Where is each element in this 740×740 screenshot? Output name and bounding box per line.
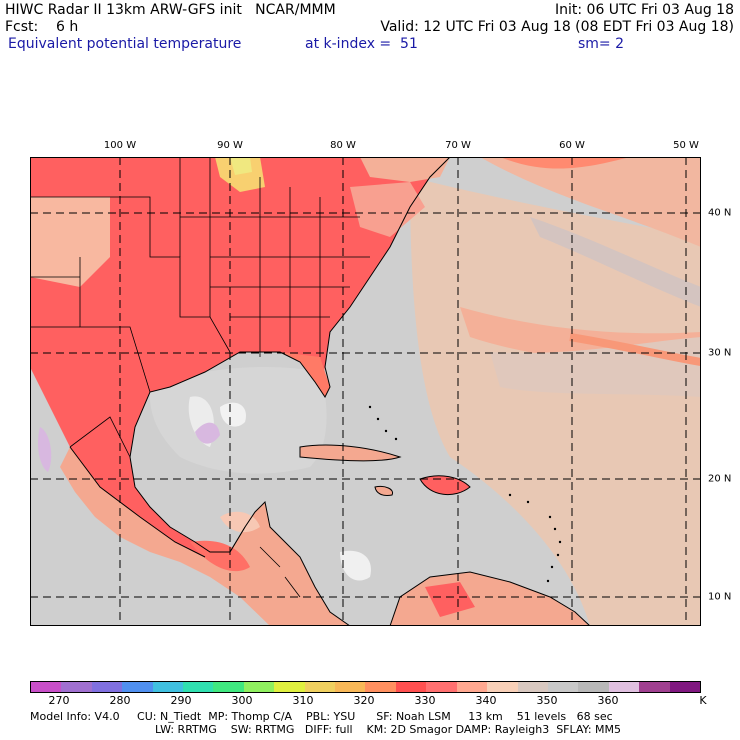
lat-lon-grid	[30, 157, 701, 626]
colorbar-tick-310: 310	[292, 694, 314, 707]
mid-atlantic-light	[350, 182, 425, 237]
colorbar-swatch-8	[274, 682, 305, 692]
valid-time: Valid: 12 UTC Fri 03 Aug 18 (08 EDT Fri …	[380, 19, 734, 35]
upper-midwest-yellow	[215, 157, 265, 192]
colorbar-swatch-10	[335, 682, 366, 692]
gulf-lavender-patch	[195, 422, 220, 444]
colorbar-tick-300: 300	[231, 694, 253, 707]
colorbar-swatch-4	[152, 682, 184, 692]
lat-label-10n: 10 N	[708, 591, 732, 603]
colorbar-tick-270: 270	[48, 694, 70, 707]
lon-label-90w: 90 W	[217, 140, 243, 151]
colorbar-tick-360: 360	[597, 694, 619, 707]
map-frame	[30, 157, 701, 626]
lon-label-70w: 70 W	[445, 140, 471, 151]
western-us-light	[30, 197, 110, 287]
atlantic-warm-streak	[500, 157, 630, 169]
venezuela-warm	[425, 582, 475, 617]
colorbar-swatch-20	[639, 682, 670, 692]
model-info-line2: LW: RRTMG SW: RRTMG DIFF: full KM: 2D Sm…	[155, 723, 621, 736]
coastlines	[69, 157, 591, 626]
colorbar-tick-320: 320	[353, 694, 375, 707]
lat-label-30n: 30 N	[708, 347, 732, 359]
gulf-light-patch	[220, 402, 246, 427]
colorbar-swatch-13	[426, 682, 457, 692]
atlantic-swirl	[530, 217, 701, 307]
colorbar-swatch-0	[31, 682, 62, 692]
theta-e-map	[30, 157, 701, 626]
political-borders	[30, 157, 370, 598]
colorbar	[30, 681, 701, 693]
colorbar-swatch-15	[487, 682, 518, 692]
lon-label-100w: 100 W	[103, 140, 137, 151]
atlantic-warm-line	[569, 333, 701, 366]
upper-midwest-yellow-2	[230, 157, 252, 175]
atlantic-north-peach	[480, 157, 701, 247]
colorbar-swatch-16	[517, 682, 548, 692]
colorbar-swatch-18	[578, 682, 609, 692]
lat-label-40n: 40 N	[708, 207, 732, 219]
colorbar-tick-330: 330	[414, 694, 436, 707]
colorbar-swatch-21	[669, 682, 700, 692]
init-time: Init: 06 UTC Fri 03 Aug 18	[554, 2, 734, 18]
colorbar-tick-340: 340	[475, 694, 497, 707]
colorbar-swatch-3	[122, 682, 153, 692]
cuba	[300, 445, 400, 461]
pacific-lavender-patch	[37, 427, 52, 472]
model-info-line1: Model Info: V4.0 CU: N_Tiedt MP: Thomp C…	[30, 710, 613, 723]
colorbar-swatch-19	[608, 682, 640, 692]
colorbar-swatch-5	[183, 682, 214, 692]
lon-label-50w: 50 W	[673, 140, 699, 151]
lat-label-20n: 20 N	[708, 473, 732, 485]
new-england-light	[360, 157, 450, 182]
colorbar-tick-280: 280	[109, 694, 131, 707]
colorbar-swatch-17	[547, 682, 579, 692]
colorbar-swatch-6	[213, 682, 244, 692]
colorbar-swatch-1	[61, 682, 92, 692]
colorbar-swatch-7	[243, 682, 275, 692]
colorbar-unit: K	[699, 694, 707, 707]
lon-label-80w: 80 W	[330, 140, 356, 151]
colorbar-swatch-14	[456, 682, 488, 692]
lesser-antilles	[368, 405, 562, 583]
colorbar-tick-350: 350	[536, 694, 558, 707]
colorbar-tick-290: 290	[170, 694, 192, 707]
level-index: at k-index = 51	[305, 36, 418, 52]
forecast-hour: Fcst: 6 h	[5, 19, 79, 35]
colorbar-swatch-2	[91, 682, 123, 692]
atlantic-tan-region	[410, 177, 701, 626]
mexico-central-america	[60, 447, 350, 626]
caribbean-light-patch	[340, 550, 371, 581]
lon-label-60w: 60 W	[559, 140, 585, 151]
colorbar-swatch-9	[304, 682, 336, 692]
colorbar-swatch-11	[365, 682, 396, 692]
colorbar-swatch-12	[395, 682, 427, 692]
smoothing-label: sm= 2	[578, 36, 625, 52]
field-name: Equivalent potential temperature	[8, 36, 242, 52]
model-title: HIWC Radar II 13km ARW-GFS init NCAR/MMM	[5, 2, 336, 18]
